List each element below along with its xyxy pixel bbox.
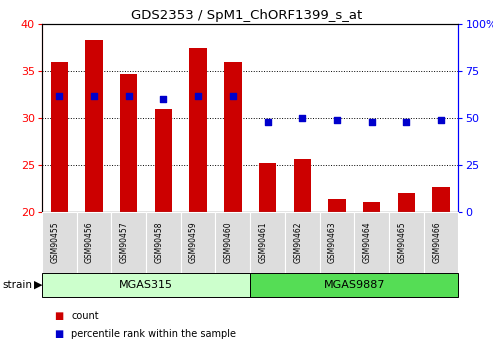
Text: GSM90462: GSM90462: [293, 221, 302, 263]
Text: ■: ■: [54, 312, 64, 321]
Point: [194, 93, 202, 98]
Point: [90, 93, 98, 98]
Text: GSM90460: GSM90460: [224, 221, 233, 263]
Bar: [294, 159, 311, 212]
Text: strain: strain: [2, 280, 33, 290]
Bar: [85, 40, 103, 212]
Text: MGAS315: MGAS315: [119, 280, 173, 290]
Bar: [155, 109, 172, 212]
Text: GSM90464: GSM90464: [363, 221, 372, 263]
Text: GSM90455: GSM90455: [50, 221, 59, 263]
Point: [159, 97, 167, 102]
Bar: [328, 199, 346, 212]
Text: GDS2353 / SpM1_ChORF1399_s_at: GDS2353 / SpM1_ChORF1399_s_at: [131, 9, 362, 22]
Text: percentile rank within the sample: percentile rank within the sample: [71, 329, 237, 338]
Bar: [189, 48, 207, 212]
Text: GSM90463: GSM90463: [328, 221, 337, 263]
Point: [437, 117, 445, 123]
Bar: [432, 187, 450, 212]
Bar: [120, 74, 138, 212]
Bar: [259, 163, 276, 212]
Point: [125, 93, 133, 98]
Bar: [363, 202, 381, 212]
Text: count: count: [71, 312, 99, 321]
Bar: [224, 62, 242, 212]
Point: [368, 119, 376, 125]
Point: [229, 93, 237, 98]
Text: GSM90459: GSM90459: [189, 221, 198, 263]
Text: MGAS9887: MGAS9887: [323, 280, 385, 290]
Text: GSM90465: GSM90465: [397, 221, 406, 263]
Text: GSM90457: GSM90457: [120, 221, 129, 263]
Point: [264, 119, 272, 125]
Text: GSM90456: GSM90456: [85, 221, 94, 263]
Bar: [398, 193, 415, 212]
Text: ■: ■: [54, 329, 64, 338]
Point: [55, 93, 63, 98]
Point: [402, 119, 410, 125]
Text: GSM90461: GSM90461: [258, 221, 268, 263]
Text: GSM90466: GSM90466: [432, 221, 441, 263]
Text: GSM90458: GSM90458: [154, 221, 163, 263]
Bar: [51, 62, 68, 212]
Text: ▶: ▶: [34, 280, 42, 290]
Point: [298, 115, 306, 121]
Point: [333, 117, 341, 123]
